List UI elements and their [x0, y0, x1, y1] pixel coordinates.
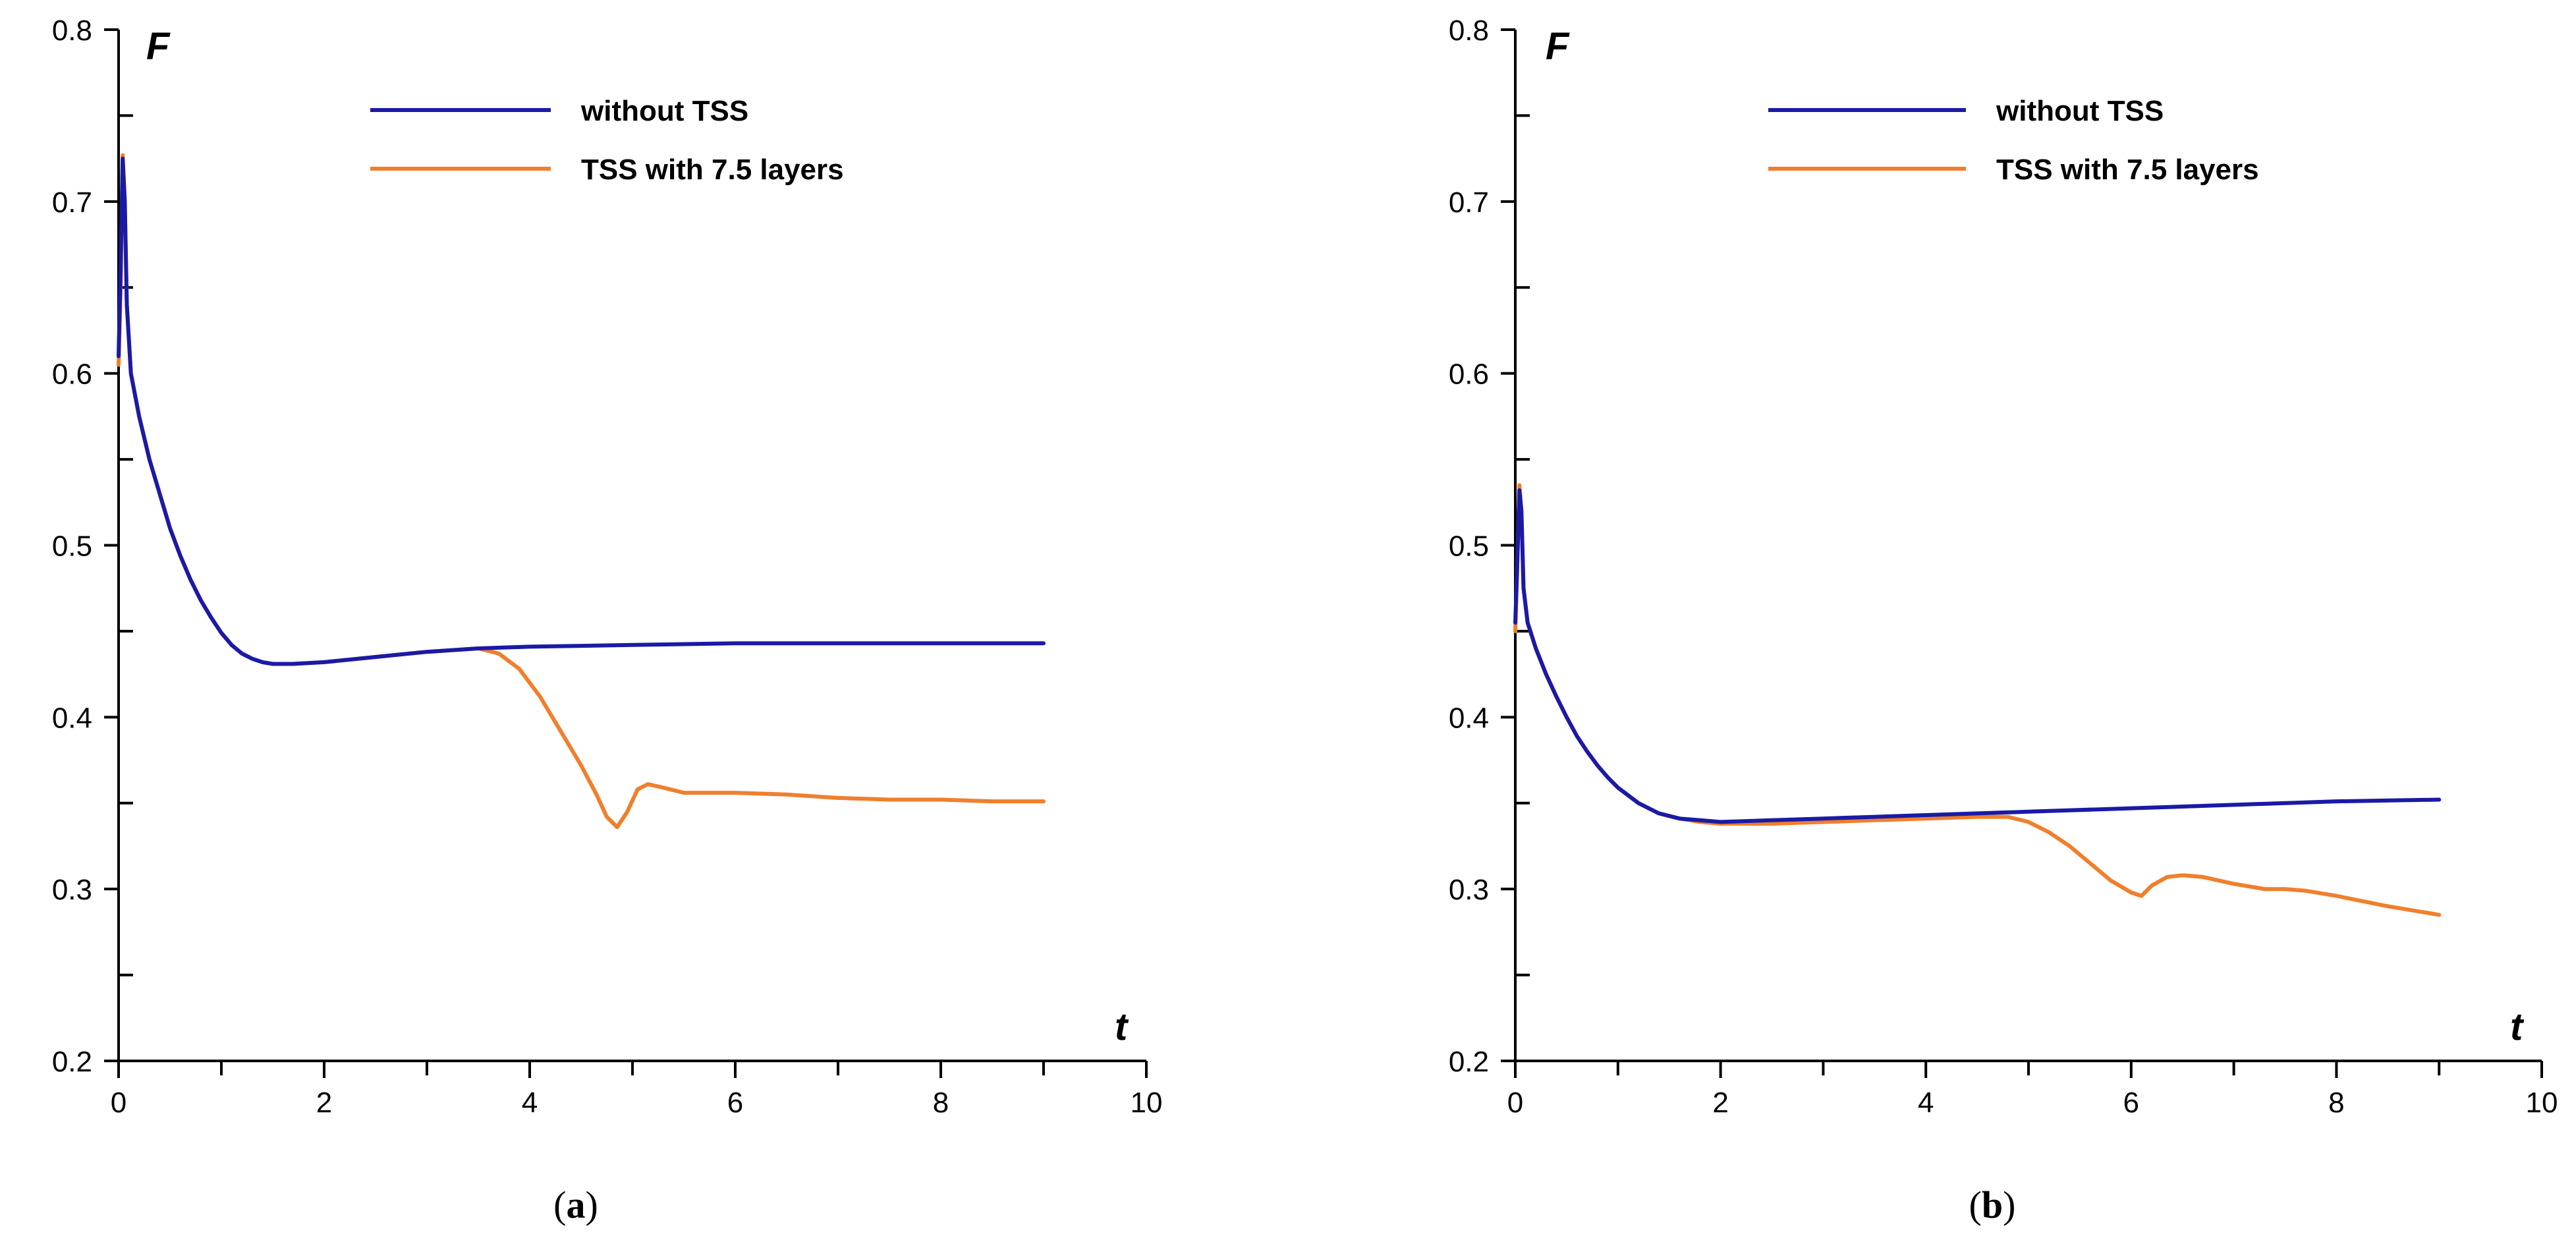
legend-label-without-tss: without TSS: [1996, 95, 2164, 127]
y-tick-label: 0.3: [52, 874, 92, 906]
legend-label-tss: TSS with 7.5 layers: [1996, 154, 2259, 186]
x-tick-label: 10: [1131, 1087, 1163, 1119]
plot-lines-b: [1513, 483, 2442, 917]
x-axis-label: t: [1115, 1006, 1129, 1048]
panel-label-a: (a): [553, 1183, 598, 1226]
y-tick-label: 0.2: [1449, 1046, 1489, 1078]
tick-labels-a: 0 2 4 6 8 10 0.2 0.3 0.4 0.5 0.6 0.7 0.8: [52, 14, 1163, 1119]
legend-b: without TSS TSS with 7.5 layers: [1768, 95, 2259, 186]
ticks-b: [1501, 28, 2543, 1078]
y-tick-label: 0.8: [1449, 14, 1489, 47]
series-line-without-tss: [117, 156, 1046, 666]
y-tick-label: 0.7: [52, 186, 92, 219]
y-tick-label: 0.7: [1449, 186, 1489, 219]
y-axis-label: F: [146, 25, 171, 68]
plot-lines-a: [117, 153, 1046, 830]
panel-a: 0 2 4 6 8 10 0.2 0.3 0.4 0.5 0.6 0.7 0.8 F t without…: [52, 14, 1163, 1226]
y-tick-label: 0.2: [52, 1046, 92, 1078]
x-tick-label: 8: [933, 1087, 949, 1119]
y-tick-label: 0.4: [52, 702, 92, 734]
y-tick-label: 0.8: [52, 14, 92, 47]
x-tick-label: 0: [111, 1087, 126, 1119]
legend-a: without TSS TSS with 7.5 layers: [370, 95, 844, 186]
y-tick-label: 0.5: [52, 530, 92, 563]
x-tick-label: 6: [2123, 1087, 2139, 1119]
series-line-without-tss: [1513, 488, 2442, 824]
panel-b: 0 2 4 6 8 10 0.2 0.3 0.4 0.5 0.6 0.7 0.8 F t without…: [1449, 14, 2558, 1226]
x-tick-label: 2: [316, 1087, 332, 1119]
x-tick-label: 2: [1712, 1087, 1728, 1119]
ticks-a: [104, 28, 1148, 1078]
y-axis-label: F: [1546, 25, 1570, 68]
series-line-tss: [117, 153, 1046, 830]
legend-label-without-tss: without TSS: [580, 95, 748, 127]
x-tick-label: 0: [1507, 1087, 1523, 1119]
x-tick-label: 10: [2526, 1087, 2558, 1119]
y-tick-label: 0.3: [1449, 874, 1489, 906]
panel-label-b: (b): [1969, 1183, 2016, 1226]
y-tick-label: 0.5: [1449, 530, 1489, 563]
x-tick-label: 8: [2328, 1087, 2344, 1119]
x-axis-label: t: [2510, 1006, 2525, 1048]
panel-letter-a: a: [567, 1183, 586, 1226]
legend-label-tss: TSS with 7.5 layers: [581, 154, 844, 186]
y-tick-label: 0.6: [52, 358, 92, 391]
y-tick-label: 0.4: [1449, 702, 1489, 734]
x-tick-label: 4: [522, 1087, 538, 1119]
panel-letter-b: b: [1982, 1183, 2003, 1226]
tick-labels-b: 0 2 4 6 8 10 0.2 0.3 0.4 0.5 0.6 0.7 0.8: [1449, 14, 2558, 1119]
series-line-tss: [1513, 483, 2442, 917]
x-tick-label: 6: [727, 1087, 743, 1119]
x-tick-label: 4: [1918, 1087, 1934, 1119]
y-tick-label: 0.6: [1449, 358, 1489, 391]
